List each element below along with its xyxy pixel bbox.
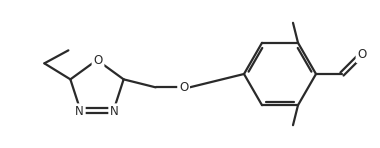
Text: N: N [75, 105, 84, 118]
Text: O: O [357, 49, 367, 62]
Text: O: O [93, 53, 103, 66]
Text: O: O [179, 81, 188, 94]
Text: N: N [110, 105, 119, 118]
